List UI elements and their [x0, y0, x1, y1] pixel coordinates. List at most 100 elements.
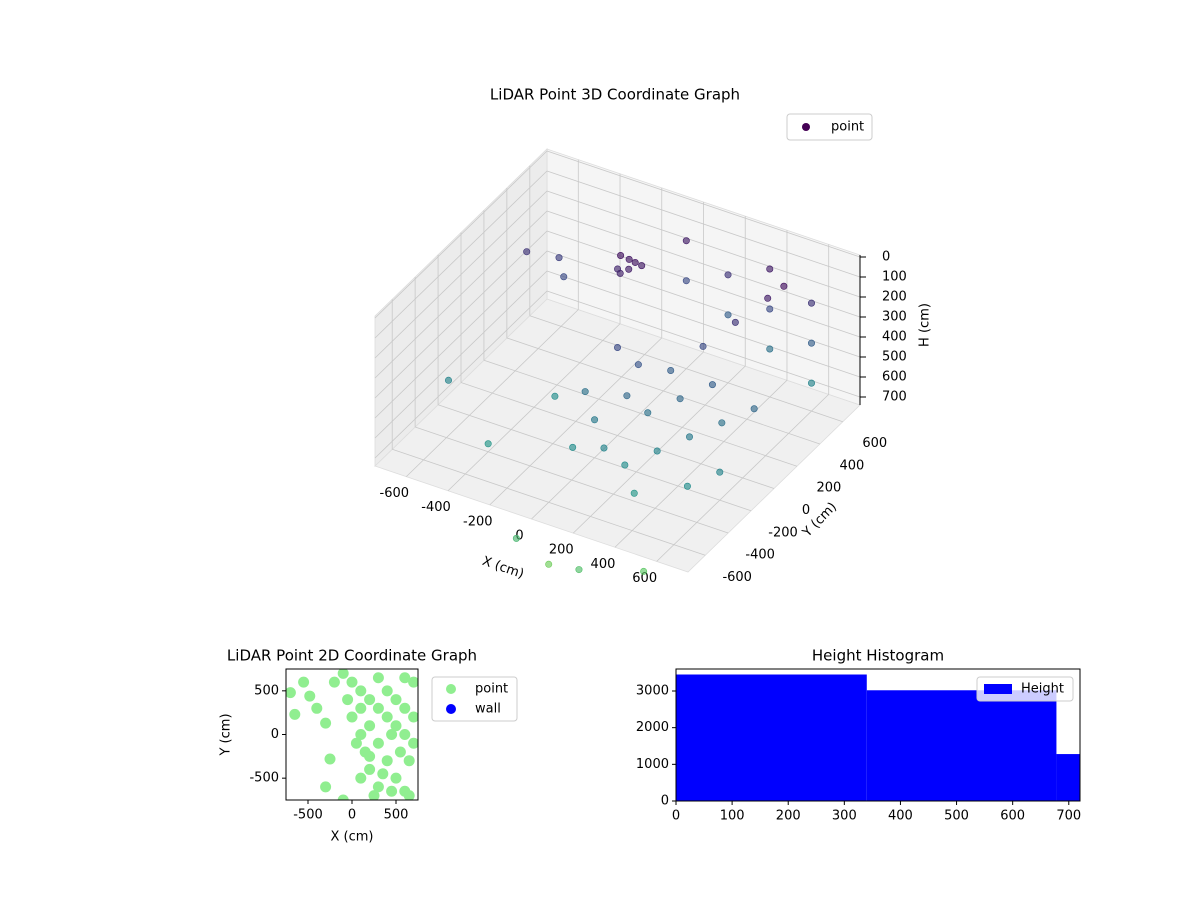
y-tick-label: 1000 [636, 757, 669, 772]
point [372, 781, 384, 793]
bar [866, 690, 1057, 801]
legend-label: Height [1021, 682, 1064, 697]
point [724, 311, 732, 319]
grid-line [374, 190, 548, 359]
grid-line [374, 290, 548, 459]
z-tick-label: 100 [882, 270, 907, 285]
grid-line [374, 210, 548, 379]
x-tick-label: 500 [384, 808, 409, 823]
bars [676, 674, 1080, 801]
y-tick-label: -200 [768, 525, 798, 540]
point [372, 672, 384, 684]
x-tick-label: 600 [1000, 809, 1025, 824]
point [766, 265, 774, 273]
point [634, 361, 642, 369]
point [780, 282, 788, 290]
point [403, 790, 415, 800]
z-tick-label: 600 [882, 370, 907, 385]
point [346, 711, 358, 723]
x-tick-label: -400 [421, 500, 451, 515]
y-tick-label: 500 [254, 683, 279, 698]
point [644, 409, 652, 417]
z-tick-label: 500 [882, 350, 907, 365]
point [368, 790, 380, 800]
point [699, 342, 707, 350]
legend-marker [446, 684, 456, 694]
x-tick-label: 100 [720, 809, 745, 824]
grid-line [546, 250, 861, 358]
point [716, 468, 724, 476]
grid-line [546, 190, 861, 298]
point [320, 781, 332, 793]
point [640, 567, 648, 575]
grid-line [374, 230, 548, 399]
legend-box [976, 676, 1074, 702]
point [631, 258, 639, 266]
point [381, 685, 393, 697]
point [346, 676, 358, 688]
x-tick-label: -200 [463, 514, 493, 529]
point [364, 720, 376, 732]
point [372, 702, 384, 714]
point [350, 737, 362, 749]
point [408, 711, 418, 723]
grid-line [374, 170, 548, 339]
point [807, 379, 815, 387]
point [581, 388, 589, 396]
plot-2d: point wall -500 0 500 -500 0 500 LiDAR Point 2D … [219, 647, 518, 845]
point [377, 768, 389, 780]
legend-marker [984, 684, 1012, 694]
point [807, 339, 815, 347]
point [512, 534, 520, 542]
x-tick-label: 200 [549, 543, 574, 558]
point [484, 440, 492, 448]
point [355, 702, 367, 714]
z-tick-label: 200 [882, 290, 907, 305]
point [613, 343, 621, 351]
point [625, 255, 633, 263]
point [731, 318, 739, 326]
point [355, 729, 367, 740]
y-tick-label: -600 [722, 570, 752, 585]
point [337, 794, 349, 800]
axes-frame [675, 668, 1081, 802]
x-tick-label: 500 [944, 809, 969, 824]
plot-3d: -600 -400 -200 0 200 400 600 -600 -400 -200 0 200 40… [374, 86, 933, 586]
grid-line [546, 270, 861, 378]
bar [1056, 754, 1080, 801]
points [286, 669, 418, 800]
point [575, 566, 583, 574]
x-tick-label: 700 [1056, 809, 1081, 824]
point [718, 419, 726, 427]
point [724, 271, 732, 279]
z-tick-label: 400 [882, 330, 907, 345]
grid-line [546, 150, 861, 258]
y-tick-label: -500 [249, 771, 279, 786]
point [403, 755, 415, 767]
point [364, 694, 376, 706]
point [386, 785, 398, 797]
point [372, 737, 384, 749]
x-axis-label: X (cm) [480, 554, 526, 582]
x-tick-label: -500 [293, 808, 323, 823]
point [289, 708, 301, 720]
point [617, 252, 625, 260]
grid-line [529, 315, 843, 423]
point [386, 729, 398, 740]
point [523, 248, 531, 256]
point [653, 447, 661, 455]
x-tick-label: 0 [515, 529, 523, 544]
grid-line [374, 250, 548, 419]
point [342, 694, 354, 706]
grid-line [392, 448, 706, 556]
y-tick-label: 600 [862, 436, 887, 451]
point [545, 560, 553, 568]
z-axis-label: H (cm) [918, 303, 933, 347]
y-tick-label: 2000 [636, 720, 669, 735]
legend-label: point [831, 120, 864, 135]
point [355, 685, 367, 697]
point [766, 305, 774, 313]
grid-line [546, 210, 861, 318]
point [399, 672, 411, 684]
